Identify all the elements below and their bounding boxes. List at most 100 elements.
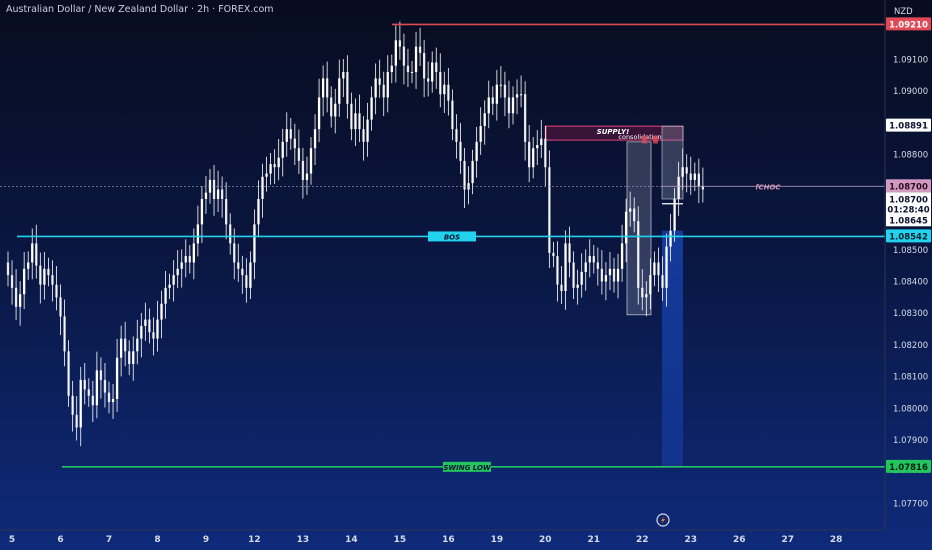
candle-body[interactable]	[511, 97, 515, 114]
candle-body[interactable]	[164, 287, 167, 304]
candle-body[interactable]	[132, 351, 135, 365]
candle-body[interactable]	[313, 129, 317, 149]
candle-body[interactable]	[366, 119, 369, 142]
candle-body[interactable]	[572, 262, 575, 288]
candle-body[interactable]	[629, 208, 632, 212]
candle-body[interactable]	[18, 294, 22, 307]
candle-body[interactable]	[604, 275, 608, 282]
candle-body[interactable]	[560, 284, 563, 292]
candle-body[interactable]	[330, 97, 333, 117]
candle-body[interactable]	[455, 129, 458, 142]
candle-body[interactable]	[653, 262, 656, 276]
candle-body[interactable]	[99, 370, 103, 380]
candle-body[interactable]	[144, 319, 147, 326]
candle-body[interactable]	[370, 97, 373, 120]
candle-body[interactable]	[612, 268, 616, 282]
candle-body[interactable]	[152, 332, 155, 339]
candle-body[interactable]	[51, 275, 54, 285]
candle-body[interactable]	[495, 84, 498, 104]
candle-body[interactable]	[608, 268, 612, 276]
candle-body[interactable]	[10, 275, 14, 288]
candle-body[interactable]	[552, 252, 555, 257]
candle-body[interactable]	[136, 338, 139, 352]
candle-body[interactable]	[418, 46, 422, 53]
candle-body[interactable]	[564, 243, 567, 292]
candle-body[interactable]	[6, 262, 10, 276]
candle-body[interactable]	[394, 40, 397, 66]
candle-body[interactable]	[273, 164, 276, 168]
candle-body[interactable]	[241, 268, 244, 276]
candle-body[interactable]	[471, 160, 474, 184]
candle-body[interactable]	[507, 97, 511, 114]
candle-body[interactable]	[402, 46, 406, 66]
candle-body[interactable]	[200, 198, 204, 225]
candle-body[interactable]	[661, 275, 664, 288]
candle-body[interactable]	[196, 224, 200, 244]
candle-body[interactable]	[427, 78, 430, 82]
candle-body[interactable]	[342, 72, 345, 79]
candle-body[interactable]	[633, 208, 636, 222]
candle-body[interactable]	[168, 284, 171, 288]
candle-body[interactable]	[237, 262, 240, 269]
candle-body[interactable]	[382, 84, 385, 98]
candle-body[interactable]	[317, 97, 321, 130]
candle-body[interactable]	[350, 103, 353, 130]
candle-body[interactable]	[212, 179, 216, 199]
candle-body[interactable]	[140, 325, 143, 339]
candle-body[interactable]	[156, 319, 159, 339]
target-zone[interactable]	[662, 230, 683, 467]
candle-body[interactable]	[91, 395, 94, 406]
candle-body[interactable]	[616, 268, 620, 282]
candle-body[interactable]	[515, 94, 519, 98]
candle-body[interactable]	[59, 297, 62, 317]
candle-body[interactable]	[532, 148, 535, 168]
candle-body[interactable]	[321, 78, 325, 98]
candle-body[interactable]	[641, 287, 644, 298]
candle-body[interactable]	[297, 148, 301, 161]
candle-body[interactable]	[378, 78, 381, 85]
candle-body[interactable]	[31, 243, 34, 263]
candle-body[interactable]	[431, 62, 434, 82]
candle-body[interactable]	[645, 294, 648, 298]
candle-body[interactable]	[281, 141, 284, 158]
candle-body[interactable]	[568, 243, 571, 263]
candle-body[interactable]	[293, 138, 296, 149]
candle-body[interactable]	[406, 65, 410, 73]
candle-body[interactable]	[289, 129, 292, 139]
candle-body[interactable]	[398, 40, 402, 47]
candle-body[interactable]	[87, 389, 90, 396]
candle-body[interactable]	[447, 84, 450, 101]
candle-body[interactable]	[600, 268, 604, 282]
candle-body[interactable]	[487, 97, 490, 114]
candle-body[interactable]	[83, 379, 86, 390]
candle-body[interactable]	[390, 65, 393, 73]
candle-body[interactable]	[265, 173, 268, 177]
candle-body[interactable]	[685, 167, 688, 174]
candle-body[interactable]	[39, 265, 42, 285]
candle-body[interactable]	[63, 316, 66, 352]
candle-body[interactable]	[326, 78, 329, 98]
candle-body[interactable]	[23, 268, 26, 295]
candle-body[interactable]	[148, 319, 151, 333]
candle-body[interactable]	[119, 338, 123, 358]
candle-body[interactable]	[358, 113, 361, 130]
candle-body[interactable]	[588, 256, 591, 263]
candle-body[interactable]	[439, 72, 442, 95]
candle-body[interactable]	[111, 398, 115, 403]
candle-body[interactable]	[172, 275, 175, 285]
candle-body[interactable]	[677, 176, 680, 199]
candle-body[interactable]	[556, 256, 559, 285]
candle-body[interactable]	[27, 262, 30, 269]
candle-body[interactable]	[503, 84, 507, 98]
candle-body[interactable]	[422, 52, 426, 79]
candle-body[interactable]	[225, 198, 228, 225]
candle-body[interactable]	[128, 351, 131, 365]
candle-body[interactable]	[338, 78, 341, 104]
candle-body[interactable]	[362, 129, 365, 142]
candle-body[interactable]	[657, 262, 660, 276]
candle-body[interactable]	[580, 271, 583, 285]
candle-body[interactable]	[523, 94, 527, 142]
candle-body[interactable]	[220, 189, 224, 199]
lightning-icon[interactable]	[656, 513, 670, 527]
